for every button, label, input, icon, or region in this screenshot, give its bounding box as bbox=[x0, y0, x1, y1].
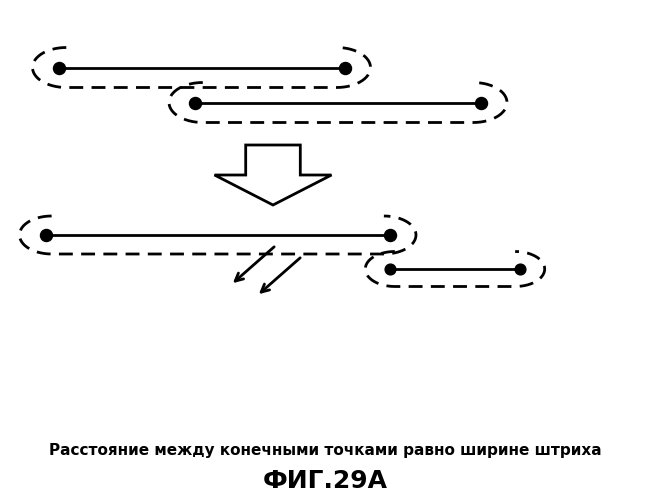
Point bbox=[53, 64, 64, 72]
Point bbox=[476, 98, 486, 106]
Point bbox=[190, 98, 200, 106]
Point bbox=[385, 231, 395, 239]
Text: ФИГ.29А: ФИГ.29А bbox=[263, 469, 387, 493]
Point bbox=[339, 64, 350, 72]
Point bbox=[40, 231, 51, 239]
Point bbox=[515, 265, 525, 273]
Text: Расстояние между конечными точками равно ширине штриха: Расстояние между конечными точками равно… bbox=[49, 442, 601, 458]
Point bbox=[385, 265, 395, 273]
Polygon shape bbox=[214, 145, 332, 205]
